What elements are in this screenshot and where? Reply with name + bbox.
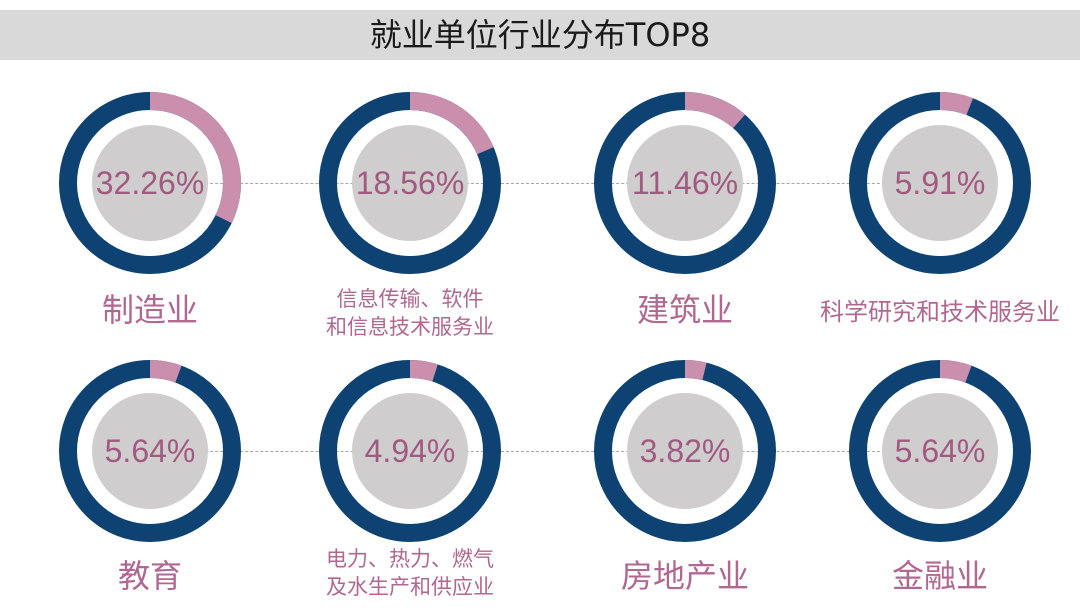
- donut-percent-label: 5.64%: [895, 433, 986, 469]
- label-line: 房地产业: [620, 557, 749, 595]
- donut-1: 32.26%: [59, 92, 241, 274]
- donut-7: 3.82%: [594, 360, 776, 542]
- donut-center: [882, 125, 998, 241]
- donut-6: 4.94%: [319, 360, 501, 542]
- donut-percent-label: 11.46%: [632, 165, 738, 201]
- label-line: 电力、热力、燃气: [326, 547, 494, 571]
- donut-percent-label: 5.64%: [105, 433, 196, 469]
- donut-percent-label: 4.94%: [365, 433, 456, 469]
- donut-percent-label: 32.26%: [96, 165, 205, 201]
- label-line: 和信息技术服务业: [326, 315, 494, 339]
- chart-title: 就业单位行业分布TOP8: [369, 16, 711, 54]
- donut-value-arc: [939, 360, 972, 383]
- label-finance: 金融业: [850, 556, 1030, 596]
- label-line: 科学研究和技术服务业: [820, 298, 1060, 326]
- donut-center: [627, 125, 743, 241]
- donut-value-arc: [149, 360, 182, 383]
- donut-center: [92, 125, 208, 241]
- label-line: 制造业: [101, 291, 198, 329]
- label-utilities: 电力、热力、燃气 及水生产和供应业: [300, 545, 520, 601]
- donut-value-arc: [684, 92, 746, 129]
- donut-percent-label: 3.82%: [640, 433, 731, 469]
- donut-value-arc: [939, 92, 974, 116]
- donut-value-arc: [684, 360, 707, 381]
- donut-8: 5.64%: [849, 360, 1031, 542]
- donut-value-arc: [409, 92, 494, 155]
- row-2-dashed-line: [150, 451, 940, 452]
- row-1-dashed-line: [150, 183, 940, 184]
- donut-center: [92, 393, 208, 509]
- label-education: 教育: [60, 556, 240, 596]
- donut-center: [352, 125, 468, 241]
- title-bar: [0, 10, 1080, 60]
- label-line: 及水生产和供应业: [326, 575, 494, 599]
- donut-percent-label: 5.91%: [895, 165, 986, 201]
- label-manufacturing: 制造业: [60, 290, 240, 330]
- donut-percent-label: 18.56%: [356, 165, 465, 201]
- donut-2: 18.56%: [319, 92, 501, 274]
- label-research: 科学研究和技术服务业: [800, 296, 1080, 328]
- label-line: 金融业: [891, 557, 988, 595]
- donut-value-arc: [409, 360, 438, 382]
- donut-value-arc: [149, 92, 241, 224]
- donut-5: 5.64%: [59, 360, 241, 542]
- label-line: 教育: [117, 557, 182, 595]
- donut-center: [882, 393, 998, 509]
- donut-3: 11.46%: [594, 92, 776, 274]
- donut-center: [352, 393, 468, 509]
- donut-center: [627, 393, 743, 509]
- label-line: 信息传输、软件: [336, 287, 484, 311]
- label-line: 建筑业: [636, 291, 733, 329]
- donut-4: 5.91%: [849, 92, 1031, 274]
- label-real-estate: 房地产业: [595, 556, 775, 596]
- label-construction: 建筑业: [595, 290, 775, 330]
- label-it-services: 信息传输、软件 和信息技术服务业: [300, 285, 520, 341]
